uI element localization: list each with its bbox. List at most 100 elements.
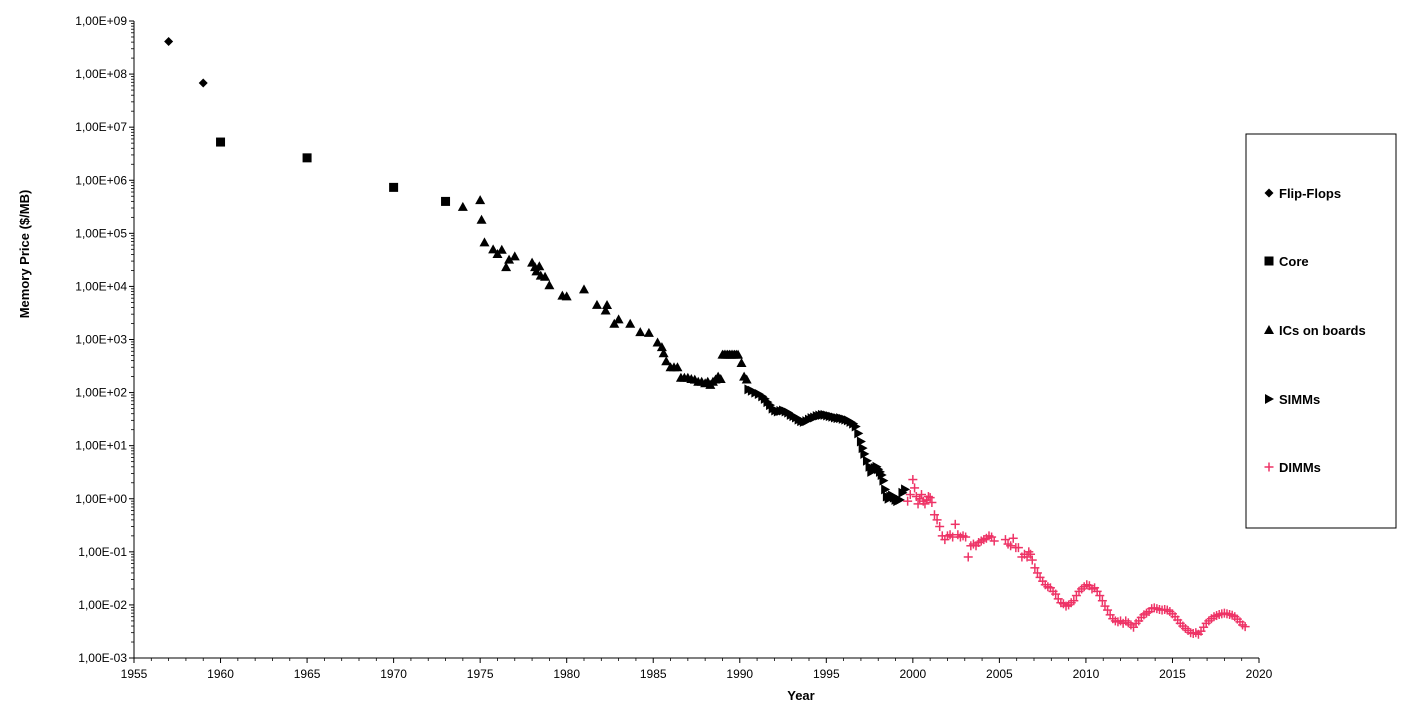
legend-label: ICs on boards [1279, 323, 1366, 338]
data-point [479, 237, 490, 247]
data-point [1240, 622, 1250, 632]
x-tick-label: 1960 [207, 667, 234, 681]
y-tick-label: 1,00E+00 [75, 492, 127, 506]
y-tick-label: 1,00E+09 [75, 14, 127, 28]
y-axis-title: Memory Price ($/MB) [17, 190, 32, 319]
data-point [935, 522, 945, 532]
data-point [961, 532, 971, 542]
y-tick-label: 1,00E+02 [75, 386, 127, 400]
data-point [736, 358, 747, 368]
x-axis-title: Year [787, 688, 814, 703]
x-tick-label: 1980 [553, 667, 580, 681]
data-point [1027, 555, 1037, 565]
data-point [923, 492, 933, 502]
legend-label: DIMMs [1279, 460, 1321, 475]
data-point [920, 499, 930, 509]
data-point [216, 137, 226, 147]
x-tick-label: 1990 [726, 667, 753, 681]
data-point [1069, 596, 1079, 606]
axes: 1,00E+09 1,00E+08 1,00E+07 1,00E+06 1,00E+05… [75, 14, 1272, 681]
series-ics-on-boards [457, 195, 752, 389]
plot-area [134, 21, 1259, 658]
data-point [457, 201, 468, 211]
data-point [602, 300, 613, 310]
data-point [561, 291, 572, 301]
data-point [1030, 563, 1040, 573]
data-point [635, 327, 646, 337]
data-point [917, 490, 926, 500]
legend-label: SIMMs [1279, 392, 1320, 407]
data-point [932, 515, 942, 525]
data-point [910, 483, 920, 493]
x-tick-label: 2010 [1073, 667, 1100, 681]
legend-item: ICs on boards [1264, 323, 1366, 338]
data-point [658, 348, 669, 358]
data-point [501, 262, 512, 272]
legend-item: DIMMs [1264, 460, 1321, 475]
data-point [862, 455, 872, 466]
y-tick-label: 1,00E-03 [78, 651, 127, 665]
data-point [475, 195, 486, 205]
data-point [1008, 533, 1018, 543]
data-point [656, 342, 667, 352]
data-point [927, 497, 937, 507]
x-tick-label: 2000 [899, 667, 926, 681]
y-tick-label: 1,00E-02 [78, 598, 127, 612]
data-point [531, 266, 542, 276]
data-point [600, 305, 611, 315]
data-point [504, 254, 515, 264]
x-tick-label: 1985 [640, 667, 667, 681]
series-flip-flops [164, 36, 208, 88]
data-point [715, 374, 726, 384]
data-point [860, 448, 870, 459]
x-tick-label: 1965 [294, 667, 321, 681]
y-tick-label: 1,00E+07 [75, 120, 127, 134]
data-point [733, 349, 744, 359]
data-point [1095, 591, 1105, 601]
data-point [441, 196, 451, 206]
legend-label: Core [1279, 254, 1309, 269]
legend-marker [1264, 462, 1274, 472]
legend: Flip-Flops Core ICs on boards SIMMs DIMMs [1245, 133, 1397, 529]
data-point [925, 493, 935, 503]
x-tick-label: 2020 [1246, 667, 1273, 681]
data-point [905, 490, 915, 500]
data-point [903, 496, 913, 506]
data-point [389, 182, 399, 192]
x-tick-label: 1955 [121, 667, 148, 681]
data-marks [164, 36, 1250, 639]
data-point [908, 475, 918, 485]
data-point [950, 519, 960, 529]
x-tick-label: 1975 [467, 667, 494, 681]
series-simms [744, 384, 911, 507]
data-point [672, 362, 683, 372]
data-point [879, 475, 889, 486]
data-point [476, 214, 487, 224]
x-tick-label: 1970 [380, 667, 407, 681]
data-point [948, 532, 958, 542]
y-tick-label: 1,00E+03 [75, 333, 127, 347]
legend-marker [1264, 188, 1274, 198]
series-dimms [903, 475, 1250, 639]
data-point [1026, 549, 1036, 559]
legend-marker [1264, 325, 1274, 334]
data-point [534, 261, 545, 271]
data-point [661, 356, 672, 366]
data-point [929, 510, 939, 520]
data-point [851, 421, 861, 432]
data-point [1051, 589, 1061, 599]
data-point [613, 314, 624, 324]
data-point [302, 153, 312, 163]
y-tick-label: 1,00E-01 [78, 545, 127, 559]
legend-marker [1264, 256, 1274, 266]
y-tick-label: 1,00E+08 [75, 67, 127, 81]
data-point [1097, 596, 1107, 606]
legend-marker [1265, 394, 1274, 404]
data-point [488, 244, 499, 254]
data-point [1006, 541, 1016, 551]
data-point [544, 280, 555, 290]
data-point [963, 552, 973, 562]
legend-item: SIMMs [1265, 392, 1320, 407]
series-core [216, 137, 451, 206]
